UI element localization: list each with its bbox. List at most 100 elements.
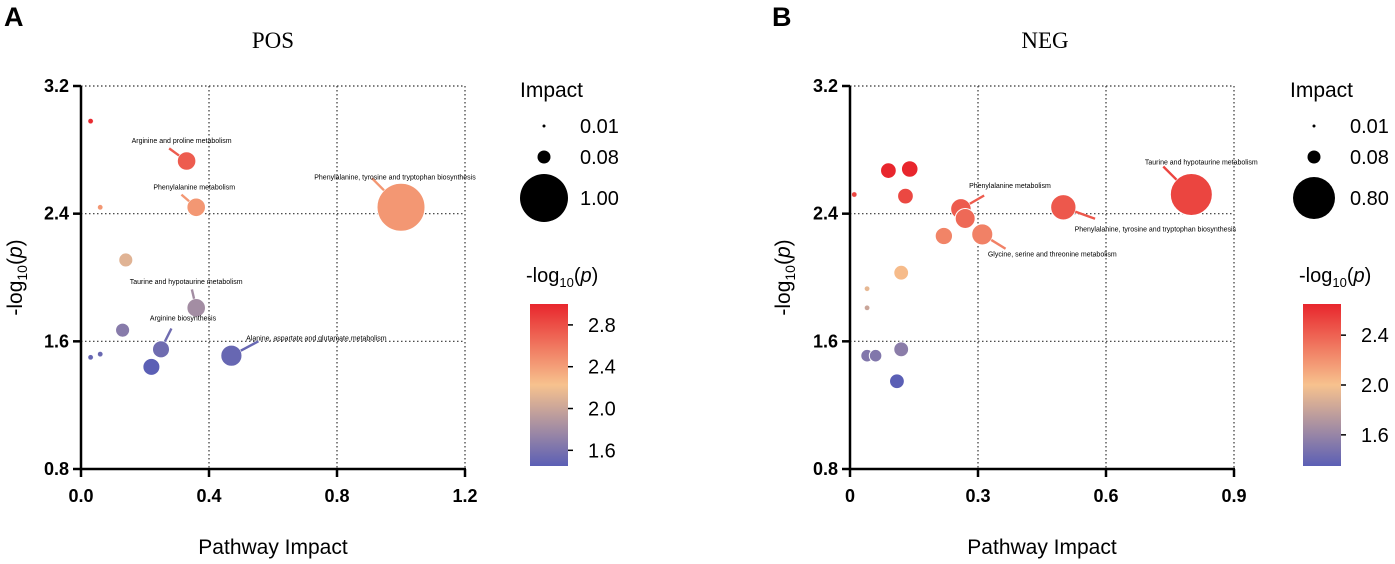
colorbar-tick-label: 1.6 (588, 440, 616, 462)
point-label: Taurine and hypotaurine metabolism (130, 279, 243, 286)
data-point[interactable] (151, 340, 171, 359)
y-axis-label: -log10(p) (4, 239, 30, 315)
annotation-leader (190, 289, 196, 300)
data-point[interactable] (186, 197, 206, 218)
x-tick-label: 0 (845, 486, 855, 506)
annotation-leader (1162, 165, 1178, 181)
colorbar-tick-label: 1.6 (1361, 425, 1389, 447)
data-point[interactable] (87, 354, 94, 361)
y-tick-label: 2.4 (44, 204, 69, 224)
colorbar-tick-label: 2.4 (588, 357, 616, 379)
point-label: Phenylalanine metabolism (969, 183, 1051, 190)
grid (850, 85, 1235, 469)
data-point[interactable] (97, 351, 103, 357)
panel-pos: A POS 0.0 0.4 0.8 1.2 0.8 1.6 2.4 3.2 Pathway Impa… (4, 2, 619, 559)
size-legend-marker (537, 150, 551, 164)
annotations: Arginine and proline metabolism Phenylala… (130, 138, 476, 352)
data-point[interactable] (868, 348, 883, 363)
data-point[interactable] (118, 252, 134, 268)
data-point[interactable] (1169, 173, 1213, 217)
y-tick-label: 0.8 (44, 459, 69, 479)
annotations: Phenylalanine metabolism Phenylalanine, t… (969, 160, 1258, 259)
data-point[interactable] (893, 341, 910, 358)
data-point[interactable] (864, 305, 870, 311)
point-label: Arginine biosynthesis (150, 315, 217, 322)
panel-neg: B NEG 0 0.3 0.6 0.9 0.8 1.6 2.4 3.2 Pathway Impact… (772, 2, 1389, 559)
size-legend-label: 0.01 (1350, 116, 1389, 138)
annotation-leader (163, 327, 173, 343)
y-tick-label: 1.6 (813, 331, 838, 351)
chart-title: POS (252, 28, 294, 53)
data-point[interactable] (934, 226, 954, 246)
annotation-leader (1074, 210, 1096, 220)
data-point[interactable] (880, 162, 897, 179)
size-legend-label: 0.01 (580, 116, 619, 138)
colorbar-tick-label: 2.4 (1361, 325, 1389, 347)
data-point[interactable] (115, 322, 131, 338)
point-label: Phenylalanine, tyrosine and tryptophan b… (1075, 226, 1237, 233)
data-point[interactable] (851, 191, 858, 198)
colorbar-tick-label: 2.8 (588, 315, 616, 337)
point-label: Phenylalanine metabolism (153, 184, 235, 191)
annotation-leader (168, 147, 180, 157)
data-point[interactable] (376, 182, 426, 232)
colorbar-gradient (1303, 304, 1341, 466)
size-legend: Impact 0.01 0.08 0.80 (1290, 79, 1389, 219)
panel-label: B (772, 2, 792, 32)
size-legend-marker (542, 124, 546, 128)
data-point[interactable] (889, 373, 905, 390)
colorbar: -log10(p) 1.6 2.0 2.4 2.8 (526, 265, 616, 466)
annotation-leader (371, 177, 385, 192)
y-tick-label: 3.2 (813, 76, 838, 96)
size-legend-label: 1.00 (580, 188, 619, 210)
y-tick-label: 2.4 (813, 204, 838, 224)
size-legend-label: 0.08 (1350, 147, 1389, 169)
point-label: Phenylalanine, tyrosine and tryptophan b… (314, 174, 476, 181)
x-tick-label: 0.6 (1093, 486, 1118, 506)
data-point[interactable] (176, 151, 197, 171)
data-point[interactable] (1050, 194, 1077, 221)
x-axis-label: Pathway Impact (967, 536, 1117, 559)
data-point[interactable] (897, 187, 914, 205)
data-point[interactable] (893, 264, 910, 281)
annotation-leader (240, 340, 259, 352)
data-point[interactable] (142, 357, 161, 376)
data-point[interactable] (900, 160, 919, 178)
size-legend-label: 0.80 (1350, 188, 1389, 210)
colorbar-title: -log10(p) (1299, 265, 1371, 290)
x-tick-label: 0.8 (324, 486, 349, 506)
size-legend-title: Impact (1290, 79, 1353, 102)
points (851, 160, 1213, 390)
size-legend-marker (1307, 150, 1321, 164)
y-tick-label: 3.2 (44, 76, 69, 96)
chart-title: NEG (1021, 28, 1068, 53)
point-label: Arginine and proline metabolism (132, 138, 232, 145)
x-tick-label: 0.3 (965, 486, 990, 506)
size-legend-marker (1312, 124, 1316, 128)
colorbar: -log10(p) 1.6 2.0 2.4 (1299, 265, 1389, 466)
point-label: Alanine, aspartate and glutamate metabol… (246, 336, 387, 343)
data-point[interactable] (971, 223, 994, 246)
x-tick-label: 0.4 (196, 486, 221, 506)
y-tick-label: 0.8 (813, 459, 838, 479)
x-tick-label: 0.9 (1221, 486, 1246, 506)
y-tick-label: 1.6 (44, 331, 69, 351)
points (87, 118, 426, 376)
x-tick-label: 0.0 (68, 486, 93, 506)
colorbar-gradient (530, 304, 568, 466)
size-legend-marker (1293, 177, 1335, 219)
panel-label: A (4, 2, 24, 32)
x-tick-label: 1.2 (452, 486, 477, 506)
y-axis-label: -log10(p) (772, 239, 798, 315)
data-point[interactable] (97, 204, 103, 211)
data-point[interactable] (186, 298, 206, 318)
size-legend: Impact 0.01 0.08 1.00 (520, 79, 619, 222)
data-point[interactable] (87, 118, 94, 124)
colorbar-tick-label: 2.0 (1361, 375, 1389, 397)
size-legend-marker (520, 174, 568, 222)
data-point[interactable] (954, 207, 976, 229)
data-point[interactable] (864, 285, 870, 292)
data-point[interactable] (220, 344, 243, 367)
annotation-leader (969, 194, 985, 205)
